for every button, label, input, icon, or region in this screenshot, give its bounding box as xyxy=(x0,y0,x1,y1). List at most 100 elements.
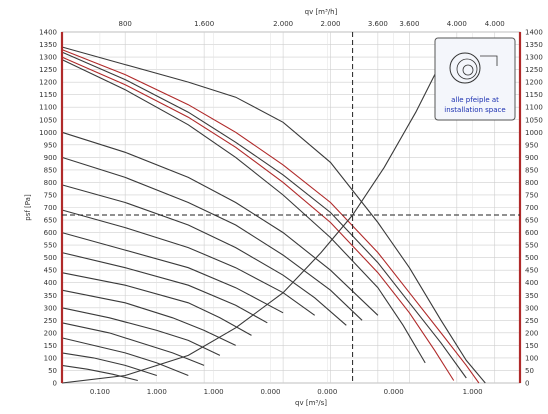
y-tick-label-right: 600 xyxy=(525,229,538,237)
y-tick-label: 550 xyxy=(44,242,57,250)
series-line xyxy=(61,131,379,316)
y-tick-label-right: 750 xyxy=(525,191,538,199)
y-tick-label-right: 1300 xyxy=(525,54,543,62)
y-tick-label: 300 xyxy=(44,304,57,312)
y-tick-label: 450 xyxy=(44,267,57,275)
series-line xyxy=(61,272,252,336)
series-line xyxy=(61,184,347,326)
y-tick-label-right: 1000 xyxy=(525,129,543,137)
y-tick-label: 1250 xyxy=(39,66,57,74)
y-tick-label: 0 xyxy=(53,380,57,388)
y-tick-label: 250 xyxy=(44,317,57,325)
y-tick-label: 1150 xyxy=(39,91,57,99)
inset-label-line1: alle pfeiple at xyxy=(451,96,499,104)
fan-hub-icon xyxy=(462,64,474,76)
series-line xyxy=(61,49,448,384)
x-bottom-tick-label: 0.000 xyxy=(317,388,337,396)
y-tick-label-right: 100 xyxy=(525,354,538,362)
y-tick-label-right: 200 xyxy=(525,329,538,337)
y-tick-label: 1200 xyxy=(39,79,57,87)
y-tick-label: 400 xyxy=(44,279,57,287)
y-tick-label: 200 xyxy=(44,329,57,337)
y-tick-label-right: 650 xyxy=(525,217,538,225)
y-tick-label-right: 850 xyxy=(525,166,538,174)
series-line xyxy=(61,232,284,314)
series-line xyxy=(61,51,467,379)
series-line xyxy=(61,56,455,381)
y-tick-label: 700 xyxy=(44,204,57,212)
series-layer xyxy=(61,46,486,384)
y-tick-label-right: 1050 xyxy=(525,116,543,124)
series-line xyxy=(61,156,363,321)
x-top-tick-label: 4.000 xyxy=(485,20,505,28)
x-bottom-tick-label: 0.000 xyxy=(384,388,404,396)
fan-impeller-icon xyxy=(456,58,478,80)
axes-layer xyxy=(60,32,522,383)
y-axis-title: psf [Pa] xyxy=(24,194,32,221)
label-layer: 1400 1400 1350 1350 1300 1300 1250 1250 1200 1200… xyxy=(24,8,543,407)
y-tick-label: 800 xyxy=(44,179,57,187)
y-tick-label: 950 xyxy=(44,141,57,149)
y-tick-label: 50 xyxy=(48,367,57,375)
x-top-tick-label: 4.000 xyxy=(447,20,467,28)
y-tick-label: 1050 xyxy=(39,116,57,124)
series-line xyxy=(61,252,268,324)
y-tick-label: 750 xyxy=(44,191,57,199)
y-tick-label-right: 500 xyxy=(525,254,538,262)
y-tick-label-right: 150 xyxy=(525,342,538,350)
series-line xyxy=(61,337,189,377)
x-bottom-tick-label: 0.100 xyxy=(90,388,110,396)
inset-label-line2: installation space xyxy=(444,106,505,114)
y-tick-label: 350 xyxy=(44,292,57,300)
x-top-tick-label: 3.600 xyxy=(368,20,388,28)
y-tick-label: 1300 xyxy=(39,54,57,62)
x-axis-title-bottom: qv [m³/s] xyxy=(295,399,327,407)
y-tick-label-right: 1350 xyxy=(525,41,543,49)
y-tick-label: 600 xyxy=(44,229,57,237)
y-tick-label-right: 400 xyxy=(525,279,538,287)
y-tick-label-right: 1150 xyxy=(525,91,543,99)
y-tick-label-right: 950 xyxy=(525,141,538,149)
x-top-tick-label: 3.600 xyxy=(399,20,419,28)
fan-housing-icon xyxy=(449,52,481,84)
y-tick-label-right: 1250 xyxy=(525,66,543,74)
y-tick-label: 1400 xyxy=(39,29,57,37)
y-tick-label-right: 900 xyxy=(525,154,538,162)
y-tick-label-right: 1200 xyxy=(525,79,543,87)
x-bottom-tick-label: 1.000 xyxy=(463,388,483,396)
y-tick-label: 1000 xyxy=(39,129,57,137)
x-top-tick-label: 2.000 xyxy=(320,20,340,28)
x-top-tick-label: 800 xyxy=(118,20,131,28)
x-bottom-tick-label: 1.000 xyxy=(147,388,167,396)
series-line xyxy=(61,209,316,316)
y-tick-label-right: 800 xyxy=(525,179,538,187)
x-top-tick-label: 1.600 xyxy=(194,20,214,28)
fan-outlet-icon xyxy=(480,55,498,66)
y-tick-label: 850 xyxy=(44,166,57,174)
y-tick-label-right: 0 xyxy=(525,380,529,388)
y-tick-label-right: 250 xyxy=(525,317,538,325)
y-tick-label: 900 xyxy=(44,154,57,162)
series-line xyxy=(61,46,486,384)
y-tick-label-right: 350 xyxy=(525,292,538,300)
x-top-tick-label: 2.000 xyxy=(273,20,293,28)
y-tick-label-right: 300 xyxy=(525,304,538,312)
y-tick-label-right: 700 xyxy=(525,204,538,212)
series-line xyxy=(61,364,138,382)
y-tick-label-right: 1100 xyxy=(525,104,543,112)
y-tick-label: 150 xyxy=(44,342,57,350)
y-tick-label-right: 450 xyxy=(525,267,538,275)
series-line xyxy=(61,59,426,364)
y-tick-label: 1100 xyxy=(39,104,57,112)
x-axis-title-top: qv [m³/h] xyxy=(305,8,338,16)
series-line xyxy=(61,307,221,356)
x-bottom-tick-label: 0.000 xyxy=(260,388,280,396)
inset-layer: alle pfeiple at installation space xyxy=(434,37,516,121)
series-line xyxy=(61,49,480,384)
y-tick-label: 100 xyxy=(44,354,57,362)
y-tick-label-right: 50 xyxy=(525,367,534,375)
y-tick-label-right: 550 xyxy=(525,242,538,250)
y-tick-label: 650 xyxy=(44,217,57,225)
